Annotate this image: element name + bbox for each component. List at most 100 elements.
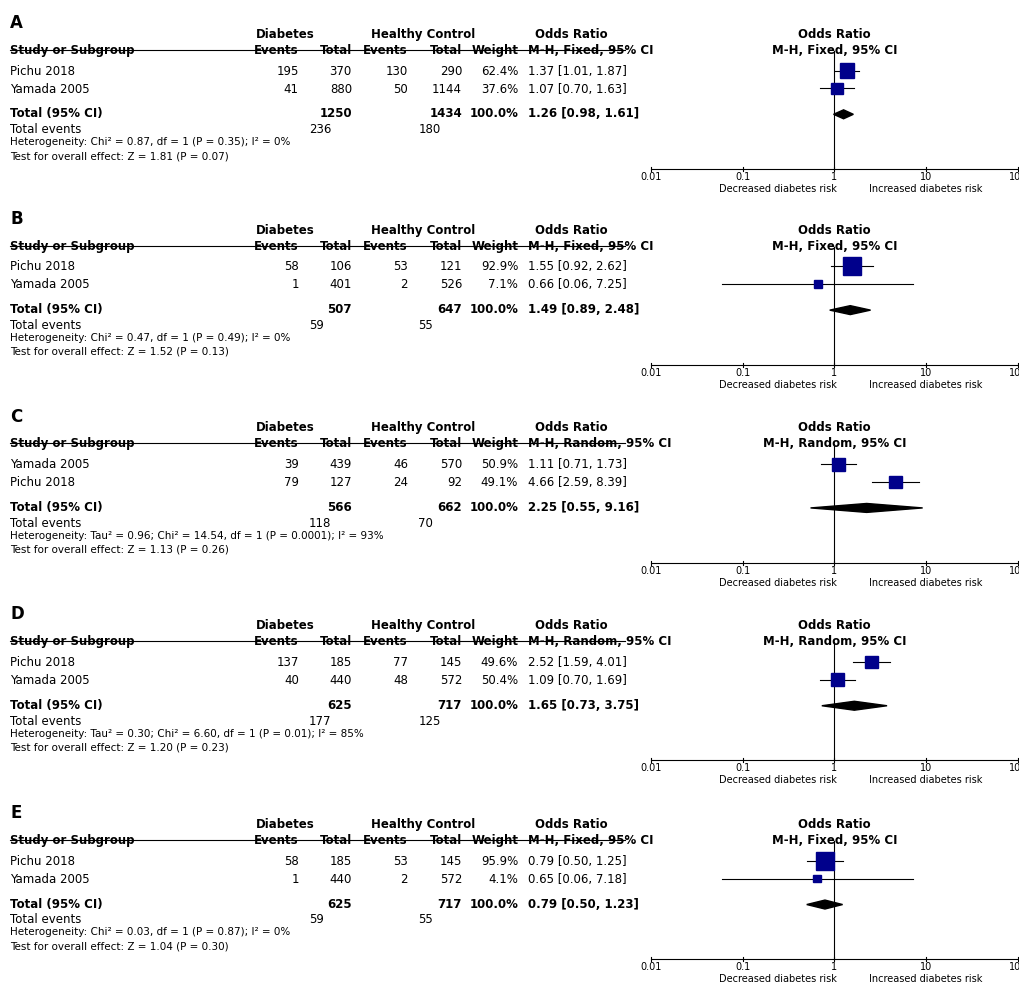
- Text: Heterogeneity: Chi² = 0.03, df = 1 (P = 0.87); I² = 0%: Heterogeneity: Chi² = 0.03, df = 1 (P = …: [10, 927, 290, 937]
- Text: Odds Ratio: Odds Ratio: [534, 28, 607, 41]
- Text: Total: Total: [319, 437, 352, 450]
- Text: M-H, Random, 95% CI: M-H, Random, 95% CI: [762, 437, 905, 450]
- Text: Study or Subgroup: Study or Subgroup: [10, 635, 135, 648]
- Text: Events: Events: [254, 834, 299, 847]
- Text: 92.9%: 92.9%: [480, 260, 518, 273]
- Text: Study or Subgroup: Study or Subgroup: [10, 44, 135, 57]
- Bar: [832, 457, 844, 471]
- Text: Odds Ratio: Odds Ratio: [534, 818, 607, 831]
- Text: Total events: Total events: [10, 913, 82, 926]
- Text: 370: 370: [329, 65, 352, 78]
- Text: Healthy Control: Healthy Control: [371, 818, 475, 831]
- Text: Total: Total: [319, 834, 352, 847]
- Text: Events: Events: [363, 437, 408, 450]
- Text: Total (95% CI): Total (95% CI): [10, 107, 103, 120]
- Text: Events: Events: [254, 635, 299, 648]
- Text: 145: 145: [439, 855, 462, 868]
- Text: 526: 526: [439, 278, 462, 291]
- Text: Diabetes: Diabetes: [256, 421, 315, 434]
- Text: 0.01: 0.01: [640, 368, 660, 378]
- Text: Events: Events: [363, 635, 408, 648]
- Text: 4.1%: 4.1%: [488, 873, 518, 886]
- Text: 0.1: 0.1: [735, 763, 749, 773]
- Text: 1: 1: [830, 566, 837, 576]
- Text: 37.6%: 37.6%: [480, 83, 518, 95]
- Text: Total events: Total events: [10, 123, 82, 136]
- Text: Total (95% CI): Total (95% CI): [10, 501, 103, 514]
- Text: Total: Total: [429, 240, 462, 252]
- Text: Total: Total: [429, 834, 462, 847]
- Text: 58: 58: [284, 855, 299, 868]
- Text: 41: 41: [283, 83, 299, 95]
- Text: 647: 647: [437, 303, 462, 316]
- Text: 10: 10: [919, 368, 931, 378]
- Bar: [889, 476, 901, 488]
- Text: 0.66 [0.06, 7.25]: 0.66 [0.06, 7.25]: [528, 278, 627, 291]
- Text: Odds Ratio: Odds Ratio: [534, 421, 607, 434]
- Text: Weight: Weight: [471, 437, 518, 450]
- Text: 0.1: 0.1: [735, 962, 749, 972]
- Text: 2.25 [0.55, 9.16]: 2.25 [0.55, 9.16]: [528, 501, 639, 514]
- Text: 2: 2: [400, 873, 408, 886]
- Text: 0.01: 0.01: [640, 172, 660, 182]
- Text: M-H, Fixed, 95% CI: M-H, Fixed, 95% CI: [770, 44, 897, 57]
- Text: Weight: Weight: [471, 240, 518, 252]
- Text: Total events: Total events: [10, 715, 82, 728]
- Text: 1: 1: [830, 763, 837, 773]
- Text: Weight: Weight: [471, 44, 518, 57]
- Text: Pichu 2018: Pichu 2018: [10, 855, 75, 868]
- Text: 440: 440: [329, 674, 352, 687]
- Text: 100.0%: 100.0%: [469, 699, 518, 712]
- Text: Events: Events: [254, 240, 299, 252]
- Text: Events: Events: [363, 240, 408, 252]
- Text: 50.9%: 50.9%: [481, 458, 518, 471]
- Text: 572: 572: [439, 674, 462, 687]
- Text: Total events: Total events: [10, 319, 82, 332]
- Text: 49.1%: 49.1%: [480, 476, 518, 489]
- Text: 100: 100: [1008, 566, 1019, 576]
- Text: 62.4%: 62.4%: [480, 65, 518, 78]
- Text: Test for overall effect: Z = 1.81 (P = 0.07): Test for overall effect: Z = 1.81 (P = 0…: [10, 151, 228, 161]
- Text: 125: 125: [418, 715, 440, 728]
- Text: 0.79 [0.50, 1.25]: 0.79 [0.50, 1.25]: [528, 855, 627, 868]
- Text: 10: 10: [919, 962, 931, 972]
- Text: 1144: 1144: [432, 83, 462, 95]
- Text: 118: 118: [309, 517, 331, 530]
- Text: M-H, Random, 95% CI: M-H, Random, 95% CI: [528, 635, 672, 648]
- Text: Decreased diabetes risk: Decreased diabetes risk: [718, 184, 837, 194]
- Text: 880: 880: [329, 83, 352, 95]
- Text: Yamada 2005: Yamada 2005: [10, 83, 90, 95]
- Text: 58: 58: [284, 260, 299, 273]
- Text: M-H, Fixed, 95% CI: M-H, Fixed, 95% CI: [528, 834, 653, 847]
- Text: Increased diabetes risk: Increased diabetes risk: [868, 974, 982, 984]
- Text: 1: 1: [291, 278, 299, 291]
- Text: 50: 50: [393, 83, 408, 95]
- Text: Heterogeneity: Tau² = 0.96; Chi² = 14.54, df = 1 (P = 0.0001); I² = 93%: Heterogeneity: Tau² = 0.96; Chi² = 14.54…: [10, 531, 383, 541]
- Text: 53: 53: [393, 855, 408, 868]
- Bar: [842, 257, 860, 275]
- Text: Odds Ratio: Odds Ratio: [797, 224, 870, 237]
- Text: 180: 180: [418, 123, 440, 136]
- Text: 77: 77: [392, 656, 408, 669]
- Text: Pichu 2018: Pichu 2018: [10, 260, 75, 273]
- Text: Decreased diabetes risk: Decreased diabetes risk: [718, 974, 837, 984]
- Text: 507: 507: [327, 303, 352, 316]
- Text: 177: 177: [309, 715, 331, 728]
- Text: 625: 625: [327, 898, 352, 911]
- Bar: [830, 83, 842, 94]
- Text: C: C: [10, 408, 22, 425]
- Text: 1434: 1434: [429, 107, 462, 120]
- Text: Healthy Control: Healthy Control: [371, 28, 475, 41]
- Text: 1250: 1250: [319, 107, 352, 120]
- Text: 95.9%: 95.9%: [480, 855, 518, 868]
- Text: 59: 59: [309, 319, 324, 332]
- Text: 10: 10: [919, 172, 931, 182]
- Text: 1.09 [0.70, 1.69]: 1.09 [0.70, 1.69]: [528, 674, 627, 687]
- Text: M-H, Fixed, 95% CI: M-H, Fixed, 95% CI: [770, 240, 897, 252]
- Text: 48: 48: [392, 674, 408, 687]
- Polygon shape: [828, 305, 870, 314]
- Text: Study or Subgroup: Study or Subgroup: [10, 240, 135, 252]
- Text: Odds Ratio: Odds Ratio: [534, 224, 607, 237]
- Text: 39: 39: [283, 458, 299, 471]
- Text: 100: 100: [1008, 368, 1019, 378]
